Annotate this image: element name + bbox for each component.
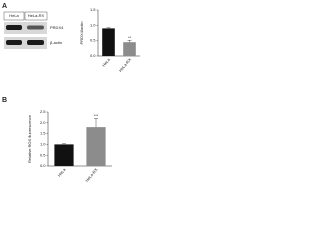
y-tick-label: 1.5 bbox=[40, 131, 46, 136]
significance: ** bbox=[128, 35, 132, 40]
band-label: PRDX4 bbox=[50, 25, 64, 30]
bar bbox=[54, 144, 74, 166]
y-axis-label: Relative ROS fluorescence bbox=[27, 114, 32, 163]
error-bar bbox=[62, 143, 66, 145]
y-tick-label: 0.5 bbox=[40, 152, 46, 157]
y-tick-label: 2.0 bbox=[40, 120, 46, 125]
significance: *** bbox=[94, 113, 99, 118]
error-bar bbox=[106, 27, 111, 29]
error-bar bbox=[127, 40, 132, 43]
y-tick-label: 1.0 bbox=[90, 22, 96, 27]
band bbox=[27, 25, 44, 30]
bar bbox=[123, 42, 136, 56]
band-label: β-actin bbox=[50, 40, 62, 45]
x-tick-label: HeLa-RX bbox=[84, 167, 99, 183]
bar bbox=[86, 127, 106, 166]
band bbox=[6, 25, 22, 30]
y-tick-label: 2.5 bbox=[40, 109, 46, 114]
band bbox=[6, 40, 22, 45]
y-tick-label: 0.0 bbox=[40, 163, 46, 168]
y-axis-label: PRDX4/actin bbox=[79, 22, 84, 45]
error-bar bbox=[94, 118, 98, 128]
y-tick-label: 0.0 bbox=[90, 53, 96, 58]
lane-box bbox=[24, 11, 48, 21]
bar bbox=[102, 28, 115, 56]
panel-label: B bbox=[2, 97, 7, 104]
y-tick-label: 1.0 bbox=[40, 141, 46, 146]
panel-label: A bbox=[2, 3, 7, 10]
x-tick-label: HeLa bbox=[57, 167, 67, 178]
lane-label: HeLa-RX bbox=[28, 13, 45, 18]
x-tick-label: HeLa-RX bbox=[118, 57, 133, 73]
band bbox=[27, 40, 44, 45]
x-tick-label: HeLa bbox=[101, 57, 111, 68]
y-tick-label: 0.5 bbox=[90, 38, 96, 43]
figure: A HeLa HeLa-RX PRDX4 β-actin 0.0 0.5 1.0 1.… bbox=[2, 3, 140, 183]
y-tick-label: 1.5 bbox=[90, 7, 96, 12]
lane-box bbox=[3, 11, 25, 21]
lane-label: HeLa bbox=[9, 13, 19, 18]
